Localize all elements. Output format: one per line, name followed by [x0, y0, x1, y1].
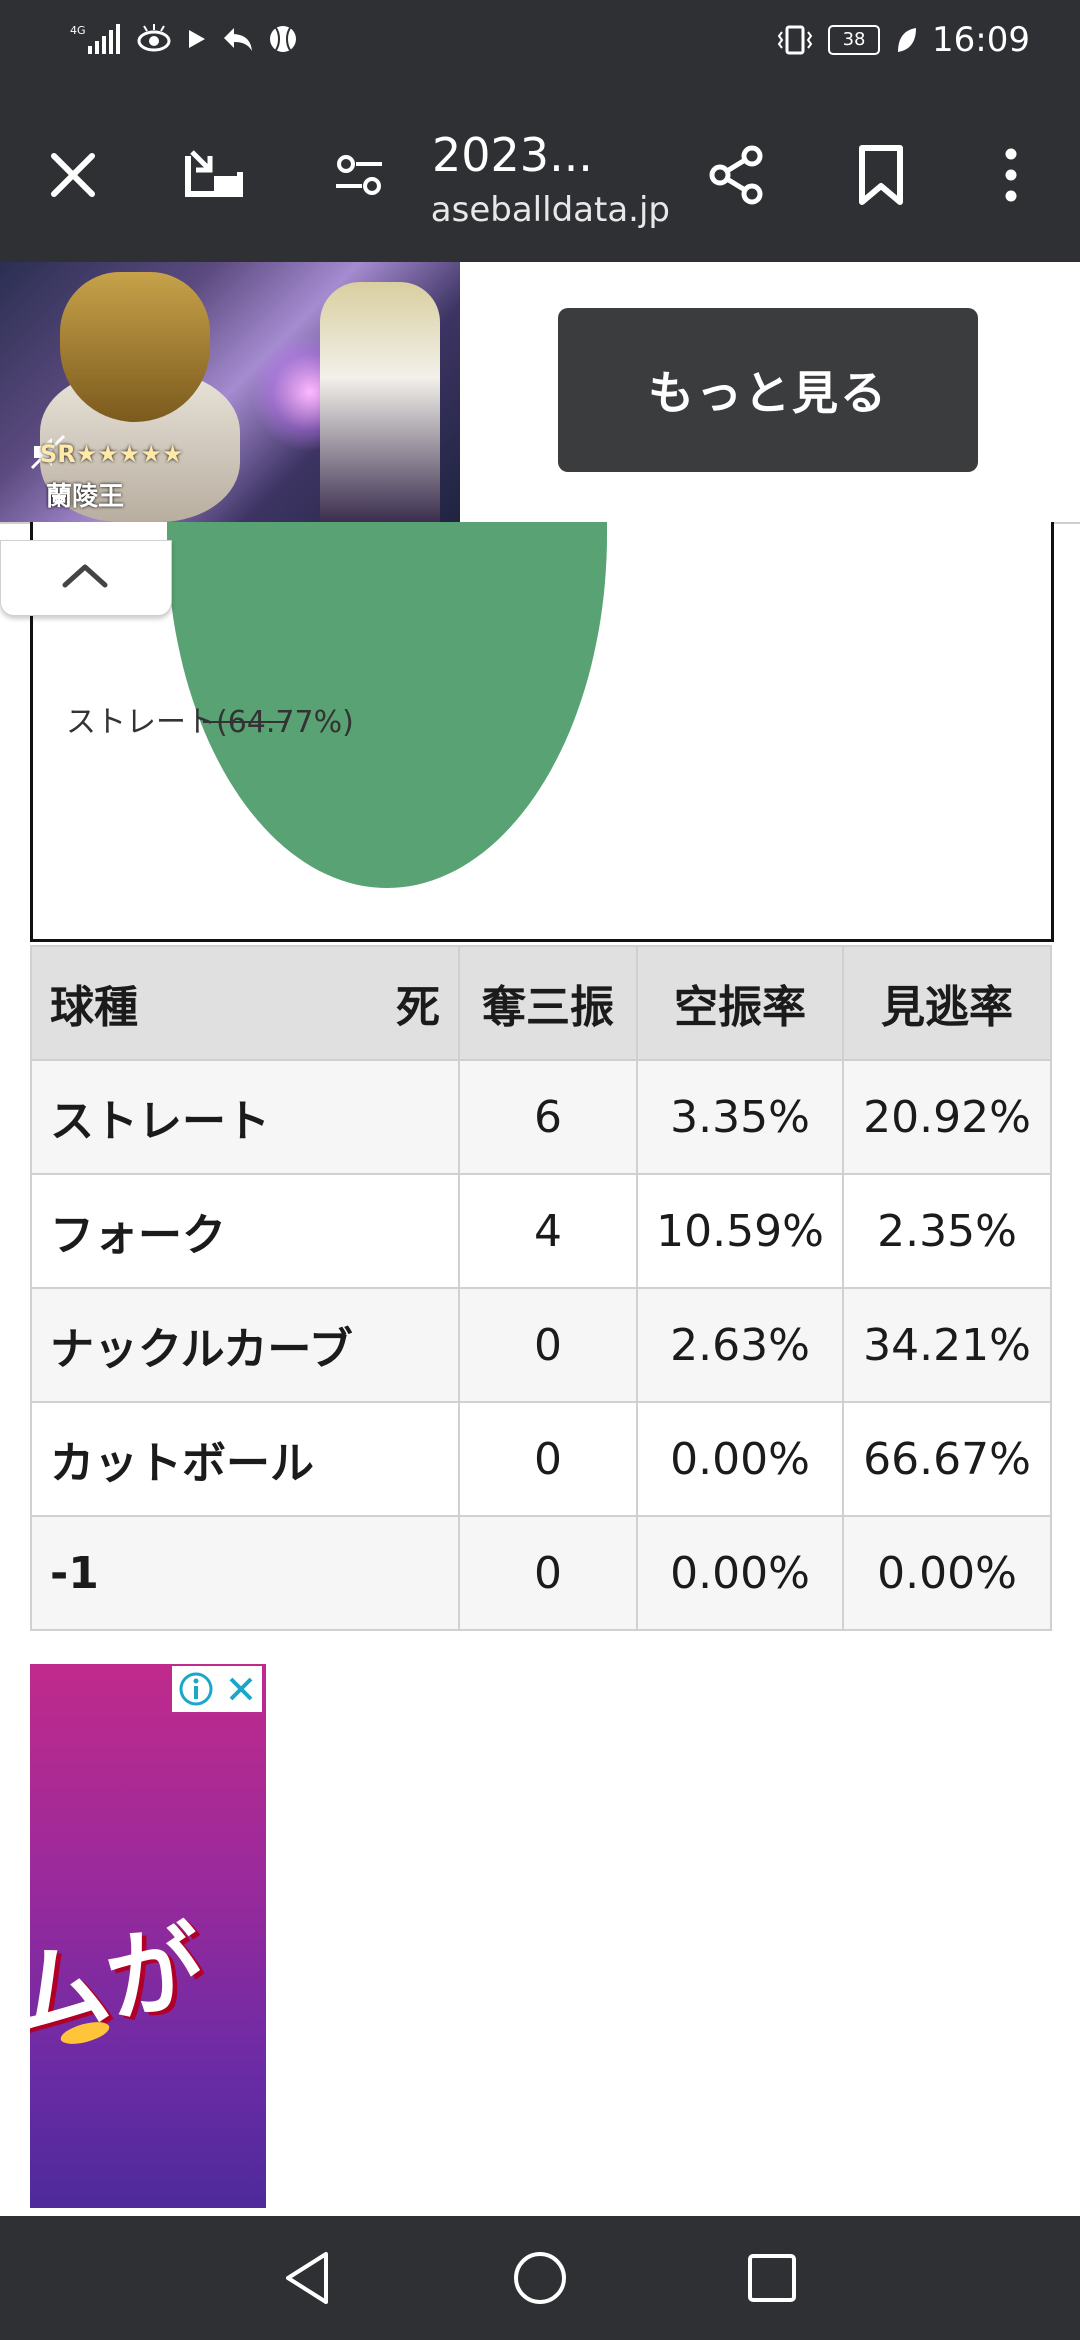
looking-rate-value: 0.00% [842, 1515, 1052, 1631]
pie-label-straight: ストレート(64.77%) [66, 705, 354, 740]
pitch-name: カットボール [30, 1401, 460, 1517]
table-row: -1 0 0.00% 0.00% [30, 1515, 1052, 1631]
open-in-browser-icon[interactable] [182, 142, 248, 208]
ad-choices[interactable] [172, 1666, 262, 1712]
whiff-rate-value: 3.35% [636, 1059, 844, 1175]
table-row: カットボール 0 0.00% 66.67% [30, 1401, 1052, 1517]
ad-character-figure [320, 282, 440, 522]
baseball-icon [270, 26, 296, 52]
battery-icon: 38 [828, 25, 881, 55]
ad-character-name: 蘭陵王 [46, 482, 125, 512]
status-time: 16:09 [932, 20, 1030, 60]
side-ad[interactable]: ムが [30, 1664, 266, 2208]
status-icons-left: 4G [70, 22, 298, 56]
pitch-name: ナックルカーブ [30, 1287, 460, 1403]
home-icon[interactable] [508, 2246, 572, 2310]
strikeouts-value: 0 [458, 1515, 638, 1631]
straight-label-line-2 [284, 709, 292, 723]
status-bar: 4G 38 16:09 [0, 0, 1080, 90]
mute-icon[interactable] [28, 432, 68, 472]
table-header-name: 球種 死 [30, 945, 460, 1061]
header-looking-rate: 見逃率 [842, 945, 1052, 1061]
system-nav-bar [0, 2216, 1080, 2340]
see-more-button[interactable]: もっと見る [558, 308, 978, 472]
back-icon[interactable] [276, 2246, 340, 2310]
looking-rate-value: 34.21% [842, 1287, 1052, 1403]
page-title: 2023... [432, 128, 593, 182]
header-strikeouts: 奪三振 [458, 945, 638, 1061]
collapse-ad-tab[interactable] [0, 540, 172, 616]
strikeouts-value: 6 [458, 1059, 638, 1175]
leaf-icon [898, 28, 917, 52]
chevron-up-icon[interactable] [1, 541, 171, 615]
settings-sliders-icon[interactable] [326, 142, 392, 208]
recents-icon[interactable] [740, 2246, 804, 2310]
signal-icon: 4G [70, 24, 120, 54]
ad-banner[interactable]: SR★★★★★ 蘭陵王 もっと見る [0, 262, 1080, 524]
svg-text:4G: 4G [70, 24, 86, 37]
share-icon[interactable] [704, 142, 770, 208]
status-icons-right: 38 16:09 [776, 20, 1030, 60]
table-row: フォーク 4 10.59% 2.35% [30, 1173, 1052, 1289]
header-whiff-rate: 空振率 [636, 945, 844, 1061]
reply-icon [224, 28, 252, 51]
close-ad-icon[interactable] [226, 1674, 256, 1704]
table-row: ナックルカーブ 0 2.63% 34.21% [30, 1287, 1052, 1403]
bookmark-icon[interactable] [848, 142, 914, 208]
ad-rank: SR★★★★★ [40, 440, 184, 468]
looking-rate-value: 66.67% [842, 1401, 1052, 1517]
strikeouts-value: 0 [458, 1287, 638, 1403]
pitch-type-chart: ストレート(64.77%) [30, 522, 1054, 942]
header-dead-ball: 死 [396, 982, 440, 1033]
whiff-rate-value: 10.59% [636, 1173, 844, 1289]
looking-rate-value: 2.35% [842, 1173, 1052, 1289]
more-vert-icon[interactable] [978, 142, 1044, 208]
looking-rate-value: 20.92% [842, 1059, 1052, 1175]
pitch-name: -1 [30, 1515, 460, 1631]
close-icon[interactable] [40, 142, 106, 208]
browser-toolbar: 2023... baseballdata.jp [0, 90, 1080, 262]
pie-slice-straight [167, 522, 607, 888]
info-icon[interactable] [178, 1671, 214, 1707]
whiff-rate-value: 0.00% [636, 1401, 844, 1517]
whiff-rate-value: 2.63% [636, 1287, 844, 1403]
pitch-name: ストレート [30, 1059, 460, 1175]
pie-chart-svg: ストレート(64.77%) [66, 522, 607, 888]
header-pitch-type: 球種 [50, 982, 138, 1033]
pitch-name: フォーク [30, 1173, 460, 1289]
strikeouts-value: 4 [458, 1173, 638, 1289]
whiff-rate-value: 0.00% [636, 1515, 844, 1631]
eye-icon [137, 24, 171, 52]
page-url[interactable]: baseballdata.jp [430, 190, 670, 230]
play-icon [189, 30, 205, 48]
ad-character-mask [60, 272, 210, 422]
side-ad-text: ムが [30, 1910, 212, 2054]
pitch-stats-table: 球種 死 奪三振 空振率 見逃率 ストレート 6 3.35% 20.92% フォ… [30, 945, 1052, 1631]
table-row: ストレート 6 3.35% 20.92% [30, 1059, 1052, 1175]
table-header-row: 球種 死 奪三振 空振率 見逃率 [30, 945, 1052, 1061]
ad-image[interactable]: SR★★★★★ 蘭陵王 [0, 262, 460, 522]
strikeouts-value: 0 [458, 1401, 638, 1517]
vibrate-icon [777, 25, 813, 55]
